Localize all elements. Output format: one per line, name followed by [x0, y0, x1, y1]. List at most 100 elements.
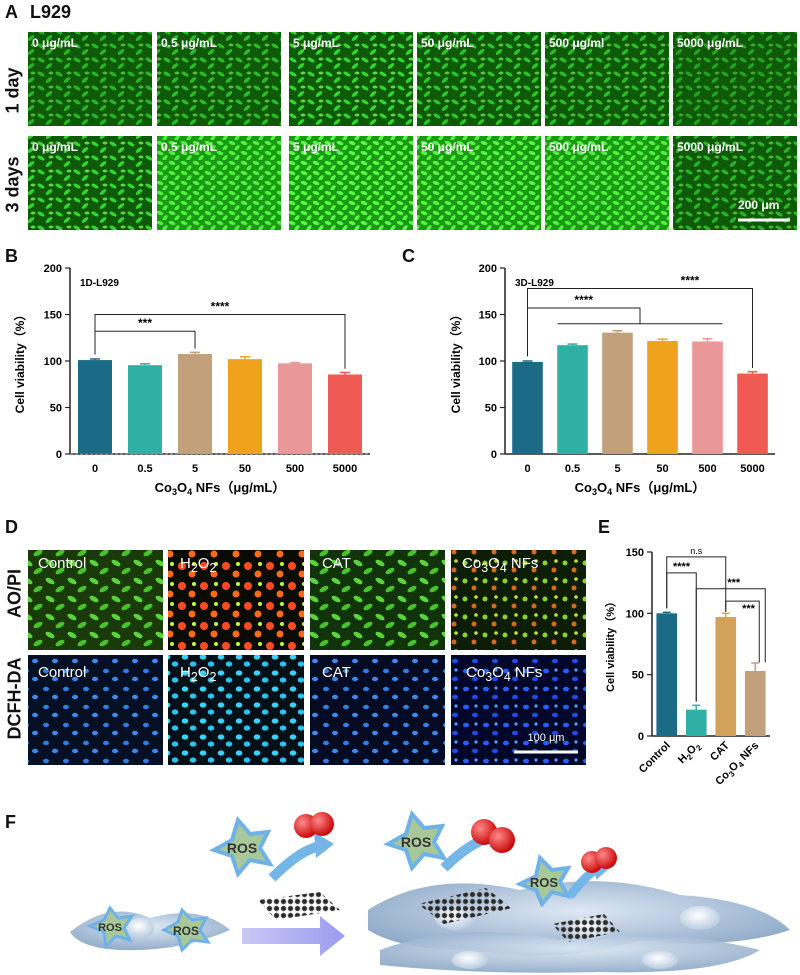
micrograph-tile — [673, 32, 797, 126]
panel-a-title: L929 — [30, 2, 72, 22]
x-tick-label: 500 — [286, 463, 304, 475]
significance-label: **** — [673, 561, 691, 573]
bar — [228, 359, 262, 454]
bar — [715, 617, 737, 736]
micrograph-tile — [417, 136, 541, 230]
micrograph-tile — [157, 32, 281, 126]
x-tick-label: 50 — [656, 463, 668, 475]
o2-molecule-3 — [581, 847, 617, 873]
x-tick-label: 5000 — [333, 463, 357, 475]
conversion-arrow-head-1 — [314, 832, 334, 858]
significance-label: *** — [742, 603, 756, 615]
bar — [557, 345, 588, 454]
significance-label: **** — [681, 273, 700, 287]
chart-b-inner-title: 1D-L929 — [80, 278, 119, 289]
d-scalebar-label: 100 μm — [527, 732, 565, 744]
y-tick-label: 50 — [632, 670, 644, 682]
y-tick-label: 0 — [56, 449, 62, 461]
x-tick-label: 50 — [239, 463, 251, 475]
concentration-label: 0.5 μg/mL — [161, 140, 218, 154]
ros-star-3: ROS — [209, 815, 275, 878]
significance-bracket — [94, 330, 196, 355]
ros-star-5: ROS — [515, 854, 573, 908]
chart-c-inner-title: 3D-L929 — [515, 278, 554, 289]
nanosheet-3 — [552, 914, 620, 942]
ros-star-2: ROS — [160, 907, 212, 953]
ros-star-4: ROS — [383, 809, 449, 872]
x-tick-label: 5 — [614, 463, 620, 475]
dcfh-h2o2-image — [168, 655, 304, 765]
process-arrow — [242, 916, 345, 956]
o2-molecule-1 — [294, 812, 334, 838]
concentration-label: 0.5 μg/mL — [161, 36, 218, 50]
aopi-h2o2-image — [168, 550, 304, 650]
aopi-co3o4-image — [451, 550, 586, 650]
y-tick-label: 0 — [638, 731, 644, 743]
x-tick-label: 0.5 — [565, 463, 580, 475]
aopi-cat-image — [310, 550, 445, 650]
panel-c-letter: C — [402, 246, 415, 266]
y-tick-label: 50 — [50, 403, 62, 415]
panel-b-letter: B — [5, 246, 18, 266]
ros-label-4: ROS — [401, 834, 431, 850]
x-tick-label: 0 — [92, 463, 98, 475]
concentration-label: 0 μg/mL — [32, 36, 79, 50]
concentration-label: 5 μg/mL — [293, 140, 340, 154]
bar — [78, 360, 112, 454]
y-tick-label: 0 — [491, 449, 497, 461]
chart-c-xlabel: Co3O4 NFs（μg/mL） — [575, 480, 706, 497]
panel-e-letter: E — [598, 517, 611, 537]
nanosheet-2 — [418, 888, 512, 924]
aopi-label-h2o2: H2O2 — [180, 555, 217, 575]
bar — [602, 332, 633, 454]
chart-e-ylabel: Cell viability（%） — [604, 596, 617, 692]
aopi-label-co3o4: Co3O4 NFs — [462, 555, 539, 575]
significance-label: **** — [574, 293, 593, 307]
a-scalebar-label: 200 μm — [738, 198, 780, 212]
y-tick-label: 200 — [479, 263, 497, 275]
y-tick-label: 150 — [479, 310, 497, 322]
micrograph-tile — [157, 136, 281, 230]
panel-a-letter: A — [5, 2, 18, 22]
y-tick-label: 200 — [44, 263, 62, 275]
nanosheet-1 — [258, 892, 340, 920]
x-tick-label: 5 — [192, 463, 198, 475]
concentration-label: 500 μg/ml — [549, 36, 605, 50]
o2-molecule-2 — [471, 819, 515, 853]
bar — [647, 341, 678, 454]
significance-label: *** — [138, 316, 152, 330]
bar — [685, 709, 707, 736]
dcfh-label-control: Control — [38, 664, 87, 681]
ros-star-1: ROS — [86, 905, 136, 950]
chart-c: 0 50 100 150 200 0 0.5 5 50 500 5000 3D-L929 **** ***… — [448, 263, 775, 497]
y-tick-label: 100 — [479, 356, 497, 368]
x-tick-label: 0 — [524, 463, 530, 475]
aopi-label-control: Control — [38, 555, 87, 572]
significance-label: **** — [211, 300, 230, 314]
dcfh-label-h2o2: H2O2 — [180, 664, 217, 684]
micrograph-tile — [28, 136, 152, 230]
significance-bracket — [695, 588, 766, 702]
dcfh-co3o4-image — [451, 655, 586, 765]
ros-label-5: ROS — [530, 875, 559, 890]
micrograph-tile — [289, 136, 413, 230]
bar — [328, 374, 362, 454]
significance-bracket — [527, 287, 753, 368]
micrograph-tile — [28, 32, 152, 126]
conversion-arrow-1 — [268, 841, 322, 882]
bar — [737, 373, 768, 454]
concentration-label: 50 μg/mL — [421, 140, 474, 154]
bar — [692, 341, 723, 454]
significance-bracket — [725, 600, 760, 663]
aopi-label-cat: CAT — [322, 555, 351, 572]
y-tick-label: 50 — [485, 403, 497, 415]
x-tick-label: Control — [637, 740, 673, 776]
x-tick-label: CAT — [708, 739, 732, 763]
x-tick-label: 500 — [698, 463, 716, 475]
bar — [178, 354, 212, 454]
aopi-control-image — [28, 550, 163, 650]
chart-b-ylabel: Cell viability（%） — [12, 309, 27, 414]
chart-b-xlabel: Co3O4 NFs（μg/mL） — [155, 480, 286, 497]
dcfh-label-co3o4: Co3O4 NFs — [466, 664, 543, 684]
